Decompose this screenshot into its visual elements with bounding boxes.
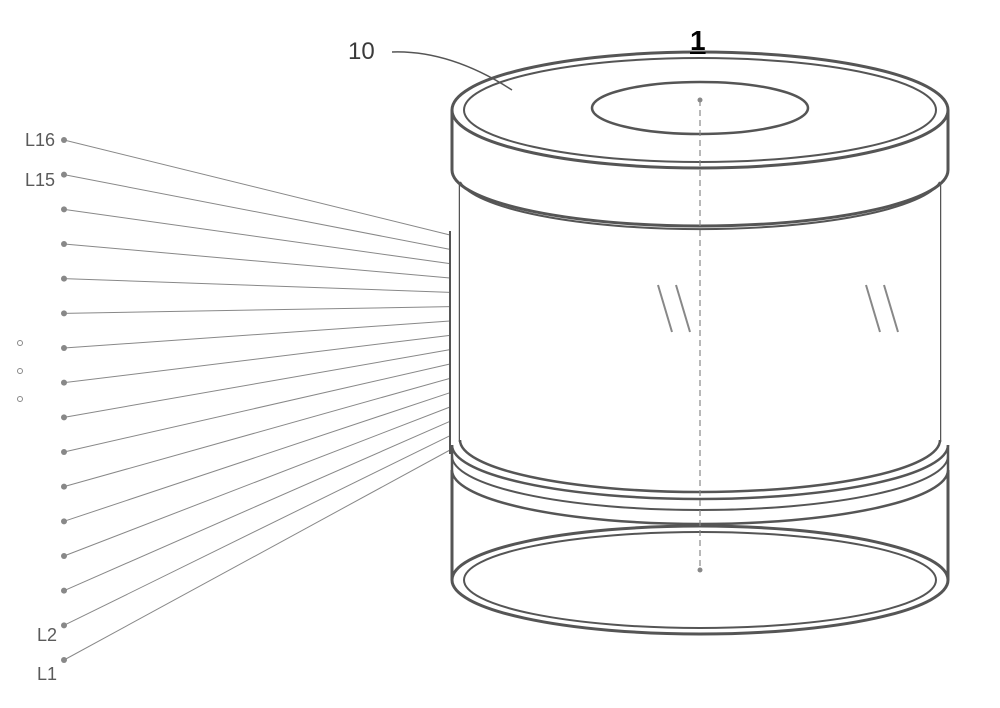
ellipsis-dot-icon (17, 396, 23, 402)
laser-beam-line (64, 307, 450, 314)
device-drawing (452, 52, 948, 634)
laser-beam-endpoint (61, 553, 67, 559)
laser-beam-endpoint (61, 588, 67, 594)
laser-beam-endpoint (61, 310, 67, 316)
laser-beam-line (64, 321, 450, 348)
laser-beam-endpoint (61, 622, 67, 628)
diagram-svg (0, 0, 1000, 708)
laser-beam-line (64, 436, 450, 626)
laser-beam-endpoint (61, 345, 67, 351)
laser-beam-line (64, 175, 450, 250)
laser-beam-line (64, 244, 450, 278)
laser-beam-line (64, 279, 450, 293)
diagram-container: 1 10 L16 L15 L2 L1 (0, 0, 1000, 708)
laser-beam-line (64, 335, 450, 382)
laser-beam-endpoint (61, 206, 67, 212)
laser-beam-endpoint (61, 449, 67, 455)
label-L15: L15 (25, 170, 55, 191)
laser-beam-endpoint (61, 414, 67, 420)
ellipsis-dot-icon (17, 340, 23, 346)
laser-beam-endpoint (61, 657, 67, 663)
label-sub-id: 10 (348, 38, 375, 66)
laser-beam-line (64, 393, 450, 522)
laser-beam-endpoint (61, 172, 67, 178)
laser-beam-endpoint (61, 484, 67, 490)
label-L1: L1 (37, 664, 57, 685)
laser-beam-endpoint (61, 380, 67, 386)
laser-beam-line (64, 140, 450, 235)
laser-beam-endpoint (61, 518, 67, 524)
laser-beam-fan (61, 137, 450, 663)
laser-beam-endpoint (61, 276, 67, 282)
label-L16: L16 (25, 130, 55, 151)
laser-beam-endpoint (61, 241, 67, 247)
label-L2: L2 (37, 625, 57, 646)
label-main-id: 1 (690, 25, 706, 57)
laser-beam-line (64, 364, 450, 452)
laser-beam-line (64, 209, 450, 263)
laser-beam-endpoint (61, 137, 67, 143)
laser-beam-line (64, 378, 450, 486)
laser-beam-line (64, 350, 450, 418)
laser-beam-line (64, 421, 450, 590)
ellipsis-dot-icon (17, 368, 23, 374)
